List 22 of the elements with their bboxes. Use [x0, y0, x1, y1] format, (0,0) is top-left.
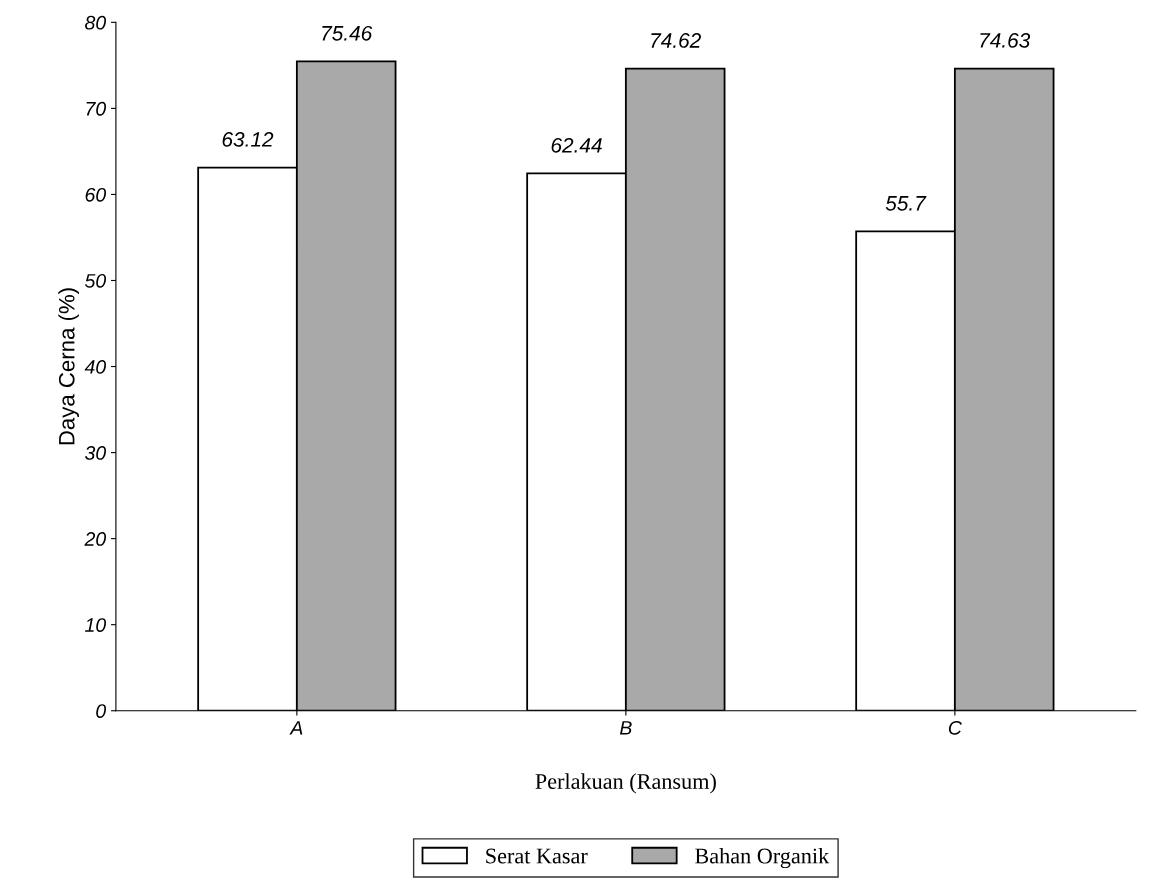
x-tick-label: A — [289, 721, 303, 735]
data-label: 74.62 — [651, 33, 701, 48]
legend-label: Serat Kasar — [486, 848, 588, 864]
data-label: 62.44 — [551, 137, 602, 153]
data-label: 55.7 — [885, 196, 927, 211]
y-axis-title: Daya Cerna (%) — [58, 288, 79, 445]
y-tick-label: 70 — [86, 101, 107, 116]
data-label: 63.12 — [222, 132, 274, 147]
legend-label: Bahan Organik — [695, 847, 830, 869]
y-tick-label: 20 — [84, 532, 107, 546]
x-tick-label: C — [948, 720, 962, 735]
x-tick-label: B — [619, 721, 632, 735]
y-tick-label: 40 — [84, 360, 107, 374]
y-tick-label: 60 — [85, 187, 107, 202]
data-label: 75.46 — [322, 25, 373, 41]
data-label: 74.63 — [980, 33, 1031, 48]
y-tick-label: 30 — [85, 446, 107, 460]
y-tick-label: 50 — [84, 273, 107, 288]
y-tick-label: 80 — [85, 15, 107, 30]
y-tick-label: 10 — [85, 618, 107, 632]
y-tick-label: 0 — [96, 704, 107, 718]
x-axis-title: Perlakuan (Ransum) — [535, 773, 716, 794]
